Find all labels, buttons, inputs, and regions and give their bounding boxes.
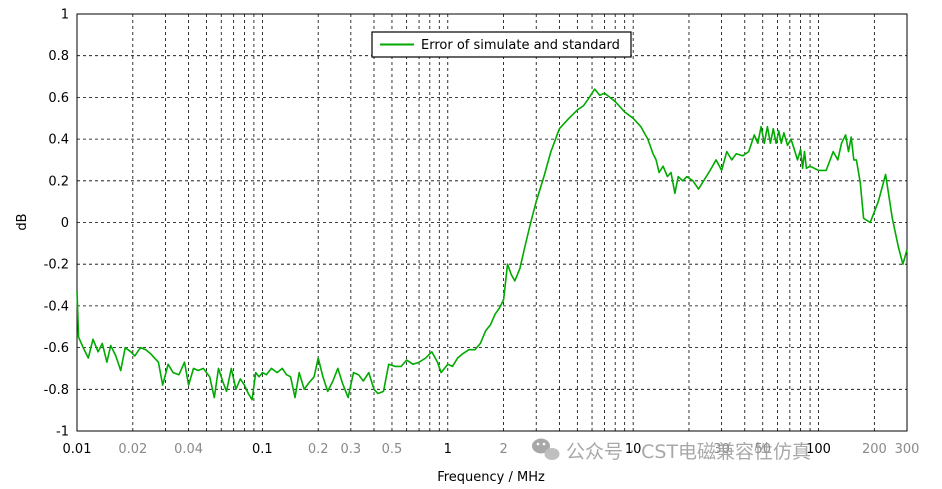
y-tick-label: -1 (56, 425, 69, 440)
legend-label: Error of simulate and standard (421, 38, 620, 53)
y-tick-label: 0.4 (48, 133, 69, 148)
x-tick-label: 0.2 (308, 442, 329, 457)
watermark-text: 公众号 · CST电磁兼容性仿真 (566, 441, 811, 463)
y-tick-label: -0.8 (44, 383, 69, 398)
x-tick-label: 300 (895, 442, 920, 457)
watermark: 公众号 · CST电磁兼容性仿真 (532, 438, 811, 463)
y-axis-title: dB (15, 213, 30, 230)
legend-box (371, 31, 632, 58)
watermark-wechat-icon (532, 438, 560, 460)
y-tick-label: 0.2 (48, 174, 69, 189)
y-tick-label: -0.6 (44, 341, 69, 356)
y-tick-label: -0.2 (44, 258, 69, 273)
x-tick-label: 10 (625, 442, 642, 457)
grid-lines (77, 14, 907, 431)
y-tick-label: 0.6 (48, 91, 69, 106)
x-tick-label: 100 (806, 442, 831, 457)
x-axis-title: Frequency / MHz (437, 470, 545, 485)
x-axis-tick-labels: 0.01 0.02 0.04 0.1 0.2 0.3 0.5 1 2 10 30 50 100 200 30… (63, 442, 920, 457)
x-tick-label: 30 (713, 442, 730, 457)
series-line-error (76, 88, 908, 401)
x-tick-label: 0.5 (382, 442, 403, 457)
y-tick-label: 0 (61, 216, 69, 231)
y-tick-label: 1 (61, 8, 69, 23)
x-tick-label: 0.3 (340, 442, 361, 457)
x-tick-label: 0.1 (252, 442, 273, 457)
y-axis-tick-labels: 1 0.8 0.6 0.4 0.2 0 -0.2 -0.4 -0.6 -0.8 -1 (44, 8, 69, 440)
x-tick-label: 2 (499, 442, 507, 457)
x-tick-label: 50 (754, 442, 771, 457)
x-tick-label: 1 (444, 442, 452, 457)
x-tick-label: 200 (862, 442, 887, 457)
x-tick-label: 0.04 (174, 442, 203, 457)
plot-area-frame (76, 13, 908, 432)
x-tick-label: 0.01 (63, 442, 92, 457)
legend: Error of simulate and standard (371, 31, 632, 58)
y-tick-label: -0.4 (44, 299, 69, 314)
x-tick-label: 0.02 (118, 442, 147, 457)
y-tick-label: 0.8 (48, 49, 69, 64)
